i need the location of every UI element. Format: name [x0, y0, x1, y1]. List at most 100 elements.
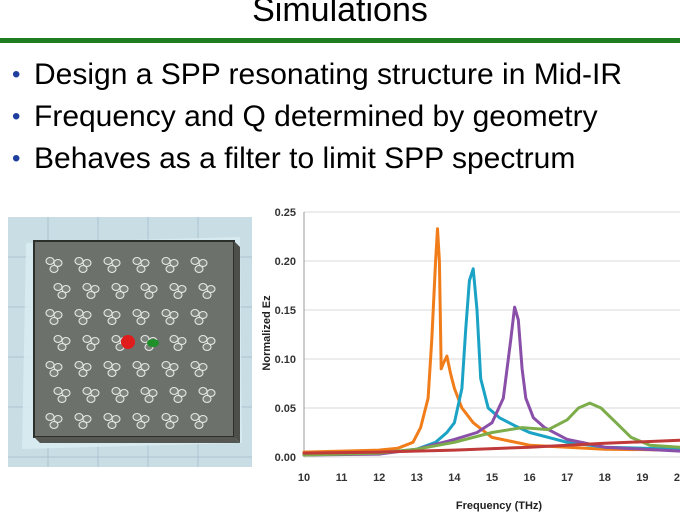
hole [103, 412, 113, 422]
hole [169, 362, 179, 372]
chart-grid [303, 211, 680, 458]
x-tick-label: 20 [674, 472, 680, 484]
hole [202, 290, 212, 300]
y-tick-label: 0.25 [275, 207, 296, 219]
hole [194, 264, 204, 274]
x-tick-label: 16 [523, 472, 535, 484]
hole [148, 388, 158, 398]
hole [169, 334, 179, 344]
hole [119, 284, 129, 294]
x-tick-label: 17 [561, 472, 573, 484]
hole [165, 420, 175, 430]
hole [198, 414, 208, 424]
series-line-red [302, 438, 680, 455]
hole [206, 284, 216, 294]
hole [194, 316, 204, 326]
hole [169, 258, 179, 268]
hole [140, 334, 150, 344]
hole [132, 360, 142, 370]
hole [198, 258, 208, 268]
hole [115, 394, 125, 404]
hole [53, 334, 63, 344]
bullet-text: Behaves as a filter to limit SPP spectru… [34, 142, 576, 175]
y-tick-label: 0.05 [275, 403, 296, 415]
hole [103, 308, 113, 318]
hole [45, 308, 55, 318]
hole [173, 342, 183, 352]
hole [190, 256, 200, 266]
hole [132, 256, 142, 266]
hole [173, 290, 183, 300]
x-tick-label: 12 [373, 472, 385, 484]
hole [136, 264, 146, 274]
hole [144, 290, 154, 300]
y-axis-label: Normalized Ez [261, 295, 273, 371]
hole [169, 386, 179, 396]
hole [198, 282, 208, 292]
x-tick-label: 13 [411, 472, 423, 484]
series-line-purple [302, 305, 680, 457]
spectrum-chart: 0.000.050.100.150.200.25 10 11 12 13 14 15 16 1… [261, 207, 680, 512]
hole [202, 394, 212, 404]
hole [53, 362, 63, 372]
hole [136, 368, 146, 378]
hole [169, 414, 179, 424]
y-tick-label: 0.15 [275, 305, 296, 317]
hole [90, 388, 100, 398]
hole [111, 386, 121, 396]
hole [57, 394, 67, 404]
hole [49, 368, 59, 378]
hole [78, 368, 88, 378]
hole [82, 282, 92, 292]
hole [74, 256, 84, 266]
hole [136, 420, 146, 430]
bullet-item: • Design a SPP resonating structure in Mi… [8, 54, 622, 96]
hole [140, 386, 150, 396]
hole [57, 342, 67, 352]
bullet-item: • Behaves as a filter to limit SPP spectr… [8, 138, 622, 180]
hole [165, 316, 175, 326]
hole [161, 256, 171, 266]
hole [103, 256, 113, 266]
hole [177, 388, 187, 398]
simulation-structure-image [8, 217, 252, 467]
hole [140, 414, 150, 424]
hole [169, 282, 179, 292]
hole [132, 308, 142, 318]
hole [161, 308, 171, 318]
y-tick-label: 0.00 [275, 452, 296, 464]
hole [78, 420, 88, 430]
bullet-text: Design a SPP resonating structure in Mid… [34, 58, 623, 91]
slide-title: Simulations [252, 0, 428, 29]
hole [161, 360, 171, 370]
hole [198, 386, 208, 396]
hole [86, 290, 96, 300]
hole [82, 386, 92, 396]
hole [144, 394, 154, 404]
y-axis-ticks: 0.00 0.05 0.10 0.15 0.20 0.25 [275, 207, 296, 464]
source-marker [121, 335, 135, 349]
hole [74, 360, 84, 370]
hole [49, 420, 59, 430]
hole [86, 394, 96, 404]
hole [198, 310, 208, 320]
hole [140, 310, 150, 320]
hole [111, 414, 121, 424]
hole [45, 360, 55, 370]
hole [61, 336, 71, 346]
hole [206, 388, 216, 398]
hole [132, 412, 142, 422]
hole [165, 264, 175, 274]
hole [82, 310, 92, 320]
hole [136, 316, 146, 326]
bullet-dot-icon: • [12, 61, 21, 88]
hole [90, 284, 100, 294]
hole [161, 412, 171, 422]
bullet-dot-icon: • [12, 103, 21, 130]
hole [107, 264, 117, 274]
hole [111, 310, 121, 320]
hole [115, 290, 125, 300]
hole [140, 258, 150, 268]
hole [194, 420, 204, 430]
hole [111, 282, 121, 292]
